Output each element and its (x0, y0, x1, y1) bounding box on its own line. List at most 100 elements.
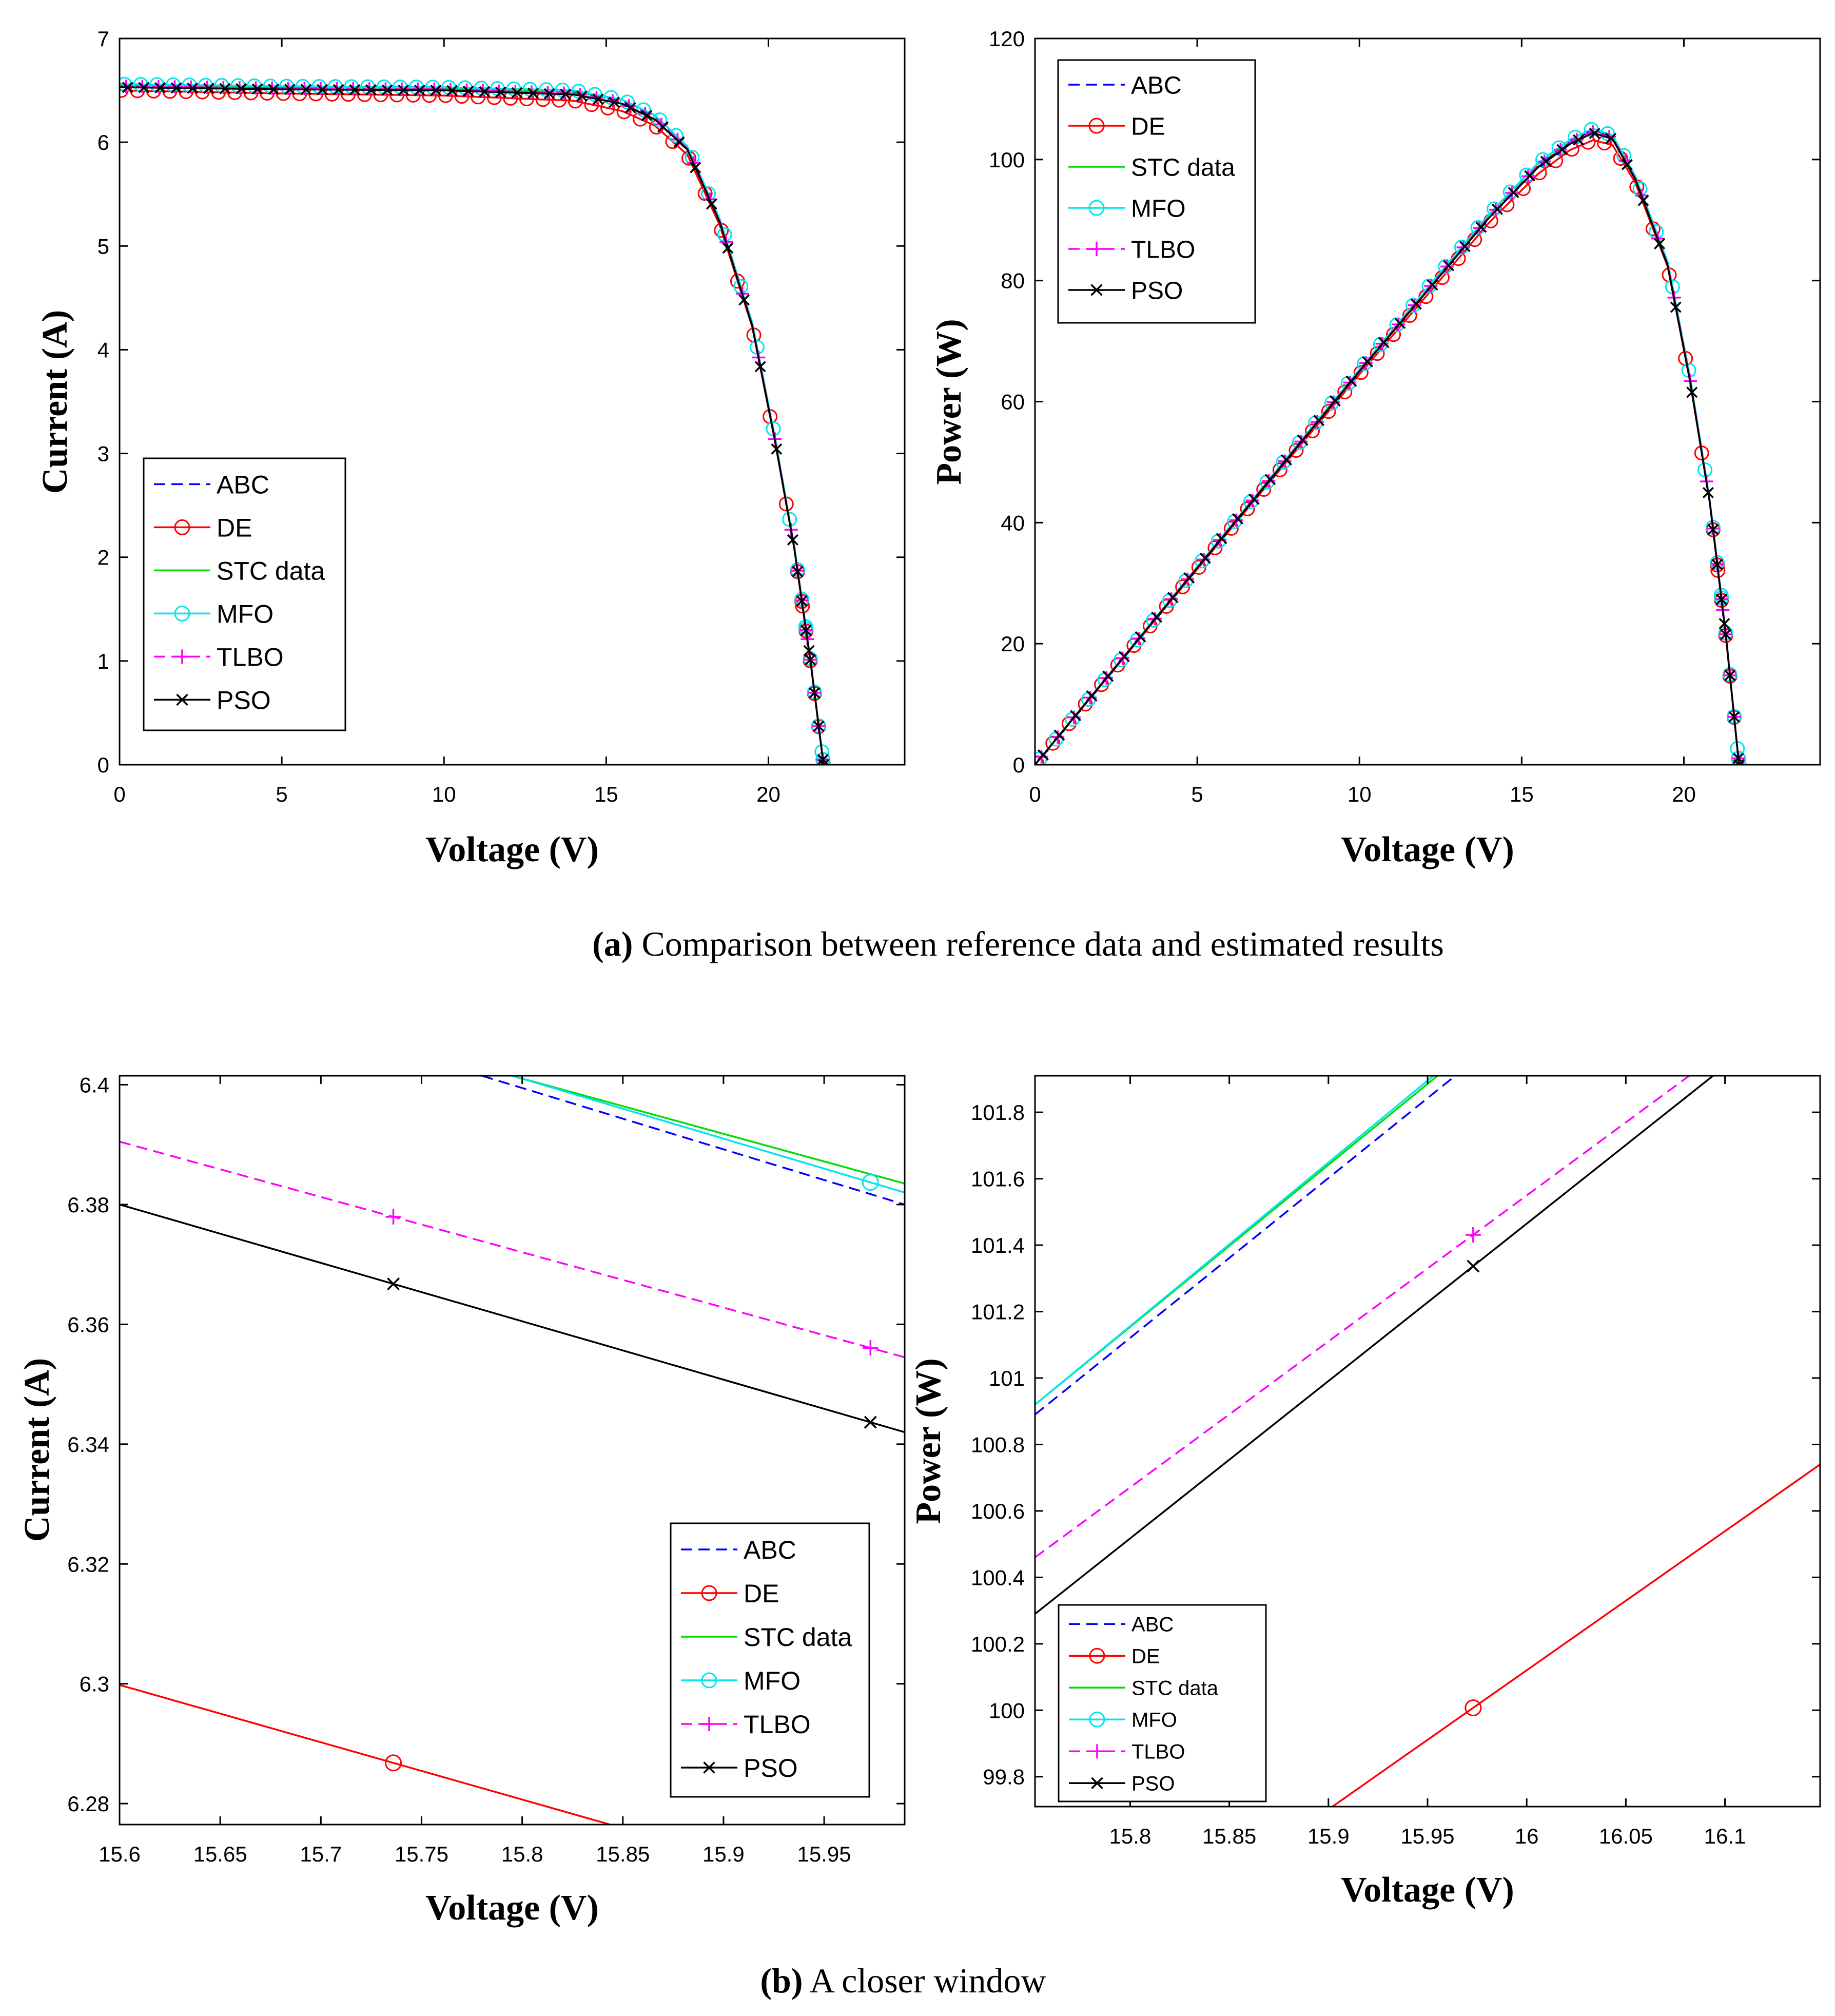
x-tick-label: 0 (113, 782, 125, 806)
marker-pso (1732, 752, 1744, 764)
legend-label: PSO (1131, 1773, 1175, 1795)
x-axis-label: Voltage (V) (425, 830, 599, 869)
marker-pso (300, 84, 312, 95)
legend-label: DE (1131, 113, 1165, 140)
y-axis-label: Current (A) (17, 1358, 57, 1542)
marker-pso (1345, 375, 1357, 387)
series-line-pso (120, 1204, 905, 1433)
x-tick-label: 15.85 (596, 1842, 650, 1866)
marker-pso (1183, 572, 1195, 584)
marker-pso (1720, 628, 1732, 640)
marker-pso (170, 82, 182, 94)
marker-pso (495, 86, 506, 98)
legend-marker (1091, 1777, 1103, 1789)
marker-mfo (862, 1174, 879, 1191)
series-group (1035, 1076, 1820, 1807)
x-tick-label: 10 (432, 782, 456, 806)
marker-pso (1573, 134, 1584, 146)
caption-b-tag: (b) (760, 1961, 803, 2000)
marker-pso (1394, 317, 1406, 329)
marker-pso (673, 136, 685, 148)
marker-pso (624, 102, 636, 113)
x-tick-label: 20 (1672, 782, 1696, 806)
x-tick-label: 15.75 (395, 1842, 448, 1866)
marker-pso (1467, 1259, 1480, 1273)
y-tick-label: 6.32 (67, 1552, 109, 1576)
legend-marker (702, 1717, 716, 1731)
marker-pso (1037, 749, 1049, 761)
legend-marker (175, 649, 189, 664)
marker-pso (1232, 513, 1244, 525)
legend-marker (1089, 1647, 1105, 1664)
y-tick-label: 80 (1001, 269, 1025, 293)
marker-pso (479, 86, 491, 98)
marker-pso (1724, 669, 1736, 681)
marker-pso (817, 754, 829, 765)
y-tick-label: 20 (1001, 632, 1025, 656)
legend-label: DE (744, 1579, 779, 1608)
marker-pso (657, 121, 669, 133)
legend: ABC DE STC data MFO TLBO PSO (670, 1522, 870, 1798)
marker-pso (1118, 651, 1130, 663)
legend-label: MFO (217, 599, 274, 628)
legend-label: ABC (744, 1536, 796, 1564)
marker-pso (1313, 415, 1325, 427)
x-tick-label: 5 (1191, 782, 1203, 806)
series-group (1035, 122, 1747, 765)
y-tick-label: 0 (1013, 753, 1025, 777)
legend-box (1058, 1604, 1267, 1802)
marker-pso (1605, 132, 1617, 144)
marker-pso (414, 84, 425, 96)
legend-label: ABC (217, 470, 269, 499)
marker-pso (1702, 487, 1714, 498)
y-tick-label: 6 (97, 130, 109, 154)
legend-marker (701, 1585, 717, 1601)
marker-de (1305, 423, 1320, 439)
series-line-tlbo (1035, 1076, 1690, 1558)
legend-label: MFO (1131, 195, 1186, 222)
pv-zoom-chart: 15.8 15.85 15.9 15.95 16 16.05 16.1 99.8 100 100.… (909, 1075, 1821, 1910)
legend-box (670, 1522, 870, 1798)
marker-tlbo (863, 1340, 879, 1356)
marker-de (1224, 520, 1239, 536)
series-line-mfo (1035, 1076, 1434, 1406)
x-tick-label: 0 (1029, 782, 1041, 806)
marker-pso (1167, 592, 1179, 604)
marker-pso (1475, 221, 1487, 233)
pv-chart: 0 5 10 15 20 0 20 40 60 80 100 120 Voltage (V) Power … (929, 27, 1821, 869)
marker-pso (187, 82, 199, 94)
caption-a-tag: (a) (592, 924, 633, 963)
marker-pso (722, 242, 734, 254)
marker-pso (1362, 356, 1374, 367)
series-group (120, 76, 831, 765)
marker-pso (381, 84, 393, 96)
marker-de (1240, 501, 1255, 516)
caption-b: (b) A closer window (760, 1961, 1046, 2000)
legend: ABC DE STC data MFO TLBO PSO (1058, 1604, 1267, 1802)
marker-pso (1410, 298, 1422, 310)
x-tick-label: 5 (276, 782, 287, 806)
legend-marker (1089, 1711, 1105, 1728)
marker-pso (787, 534, 798, 546)
y-tick-label: 100 (989, 148, 1025, 172)
plot-frame (119, 37, 906, 766)
legend-marker (174, 519, 190, 535)
series-line-abc (1035, 1076, 1456, 1416)
marker-pso (1199, 552, 1211, 564)
legend-label: TLBO (1131, 1741, 1185, 1763)
marker-pso (122, 82, 133, 93)
marker-mfo (619, 94, 635, 110)
marker-pso (333, 84, 344, 95)
marker-pso (349, 84, 361, 95)
series-line-abc (481, 1076, 905, 1206)
legend-marker (174, 605, 190, 622)
marker-pso (1248, 493, 1260, 505)
y-tick-label: 40 (1001, 511, 1025, 535)
legend-label: ABC (1131, 72, 1182, 99)
y-tick-label: 6.28 (67, 1792, 109, 1816)
marker-pso (543, 88, 555, 100)
marker-de (1272, 462, 1287, 477)
marker-tlbo (385, 1209, 401, 1225)
y-tick-label: 101.4 (971, 1233, 1025, 1257)
series-line-de (120, 1684, 614, 1825)
